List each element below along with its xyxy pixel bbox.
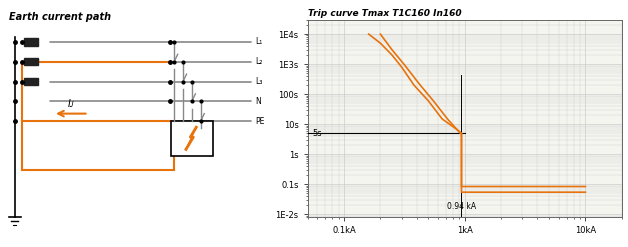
Bar [171, 121, 212, 156]
Text: Earth current path: Earth current path [9, 12, 111, 22]
Text: Iᴊ: Iᴊ [67, 99, 74, 109]
Text: L₃: L₃ [256, 77, 263, 86]
Text: 5s: 5s [313, 129, 322, 138]
Text: Trip curve Tmax T1C160 In160: Trip curve Tmax T1C160 In160 [308, 9, 462, 18]
Text: L₁: L₁ [256, 38, 263, 46]
Polygon shape [186, 127, 197, 149]
Text: PE: PE [256, 117, 264, 125]
Bar [24, 78, 38, 85]
Text: N: N [256, 97, 261, 106]
Text: 0.94 kA: 0.94 kA [447, 202, 476, 211]
Bar [24, 58, 38, 65]
Bar [24, 38, 38, 46]
Text: L₂: L₂ [256, 57, 263, 66]
